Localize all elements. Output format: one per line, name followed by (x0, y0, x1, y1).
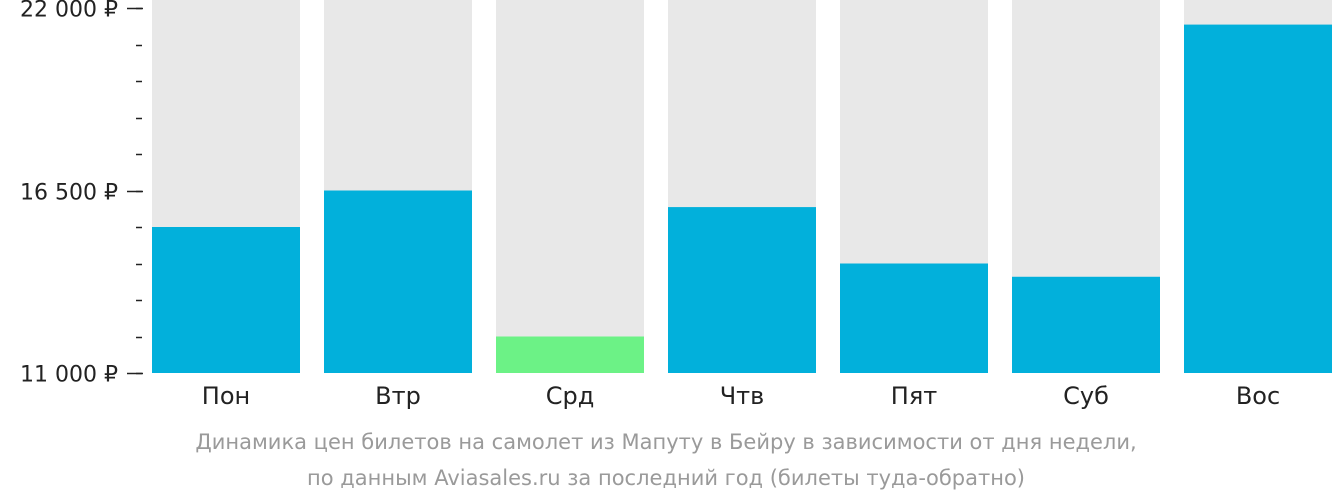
x-tick-label: Пон (202, 382, 250, 410)
bar-2 (324, 190, 472, 373)
bar-1 (152, 227, 300, 373)
x-tick-label: Втр (375, 382, 421, 410)
price-by-weekday-chart: 22 000 ₽ 16 500 ₽ 11 000 ₽ Пон Втр Срд Чтв Пят… (20, 0, 1332, 410)
caption-line-2: по данным Aviasales.ru за последний год … (307, 466, 1025, 490)
y-axis: 22 000 ₽ 16 500 ₽ 11 000 ₽ (20, 0, 143, 388)
bar-3 (496, 336, 644, 373)
x-tick-label: Вос (1236, 382, 1280, 410)
x-tick-label: Пят (891, 382, 937, 410)
bar-6 (1012, 276, 1160, 373)
bars (152, 24, 1332, 373)
x-tick-label: Срд (546, 382, 595, 410)
bar-4 (668, 207, 816, 373)
x-tick-label: Чтв (720, 382, 765, 410)
bar-track (496, 0, 644, 373)
bar-5 (840, 263, 988, 373)
x-tick-label: Суб (1063, 382, 1109, 410)
caption-line-1: Динамика цен билетов на самолет из Мапут… (195, 430, 1137, 454)
y-tick-label: 22 000 ₽ (20, 0, 118, 23)
y-tick-label: 16 500 ₽ (20, 181, 118, 206)
y-tick-label: 11 000 ₽ (20, 363, 118, 388)
x-axis: Пон Втр Срд Чтв Пят Суб Вос (202, 382, 1280, 410)
bar-7 (1184, 24, 1332, 373)
chart-caption: Динамика цен билетов на самолет из Мапут… (0, 424, 1332, 496)
